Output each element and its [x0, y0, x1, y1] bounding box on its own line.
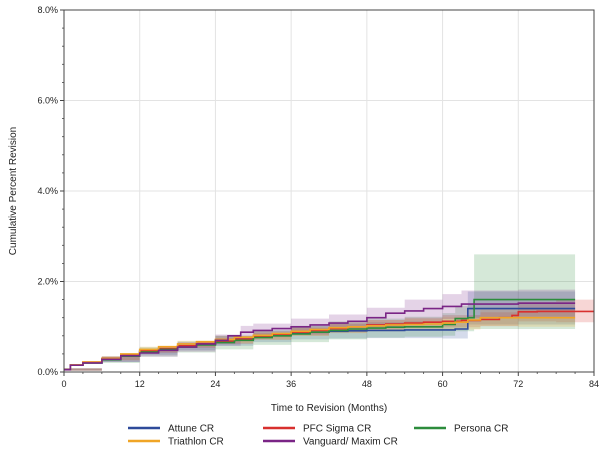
- ci-band-persona-cr: [64, 254, 576, 371]
- x-tick-label: 36: [286, 379, 296, 389]
- y-axis-title: Cumulative Percent Revision: [8, 127, 19, 255]
- legend-label-attune-cr: Attune CR: [168, 424, 214, 435]
- tick-labels: 0 12 24 36 48 60 72 84 0.0% 2.0% 4.0% 6.0% 8.0%: [37, 5, 599, 389]
- x-tick-label: 24: [210, 379, 220, 389]
- series-line-triathlon-cr: [64, 316, 576, 371]
- y-tick-label: 4.0%: [37, 186, 58, 196]
- ci-band-pfc-sigma-cr: [64, 298, 594, 371]
- x-tick-label: 72: [513, 379, 523, 389]
- x-axis-title: Time to Revision (Months): [271, 403, 387, 414]
- legend-label-pfc-sigma-cr: PFC Sigma CR: [303, 424, 371, 435]
- x-tick-label: 12: [135, 379, 145, 389]
- legend: Attune CR PFC Sigma CR Persona CR Triathlon…: [128, 424, 508, 448]
- legend-label-vanguard-maxim-cr: Vanguard/ Maxim CR: [303, 437, 398, 448]
- legend-label-triathlon-cr: Triathlon CR: [168, 437, 224, 448]
- legend-label-persona-cr: Persona CR: [454, 424, 508, 435]
- x-tick-label: 0: [61, 379, 66, 389]
- y-tick-label: 2.0%: [37, 277, 58, 287]
- series-lines: [64, 298, 594, 371]
- y-tick-label: 6.0%: [37, 96, 58, 106]
- x-tick-label: 48: [362, 379, 372, 389]
- series-line-vanguard-maxim-cr: [64, 302, 576, 371]
- y-tick-label: 0.0%: [37, 367, 58, 377]
- x-tick-label: 60: [438, 379, 448, 389]
- x-tick-label: 84: [589, 379, 599, 389]
- y-tick-label: 8.0%: [37, 5, 58, 15]
